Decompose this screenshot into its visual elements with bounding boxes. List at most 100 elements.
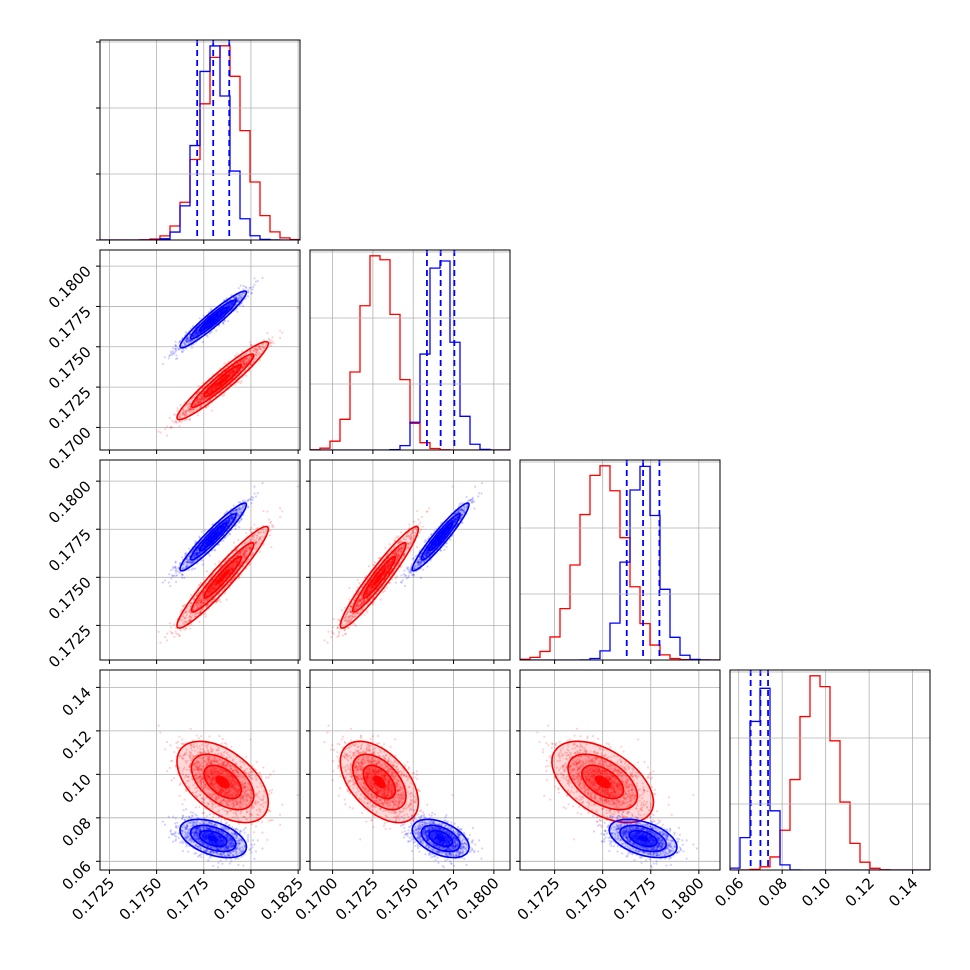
scatter-point-blue xyxy=(205,323,208,326)
scatter-point-blue xyxy=(228,306,231,309)
scatter-point-red xyxy=(255,350,258,353)
scatter-point-blue xyxy=(179,561,182,565)
scatter-point-red xyxy=(178,420,181,423)
scatter-point-blue xyxy=(204,325,207,328)
scatter-point-blue xyxy=(204,324,207,328)
scatter-point-red xyxy=(232,368,235,372)
scatter-point-red xyxy=(206,392,209,395)
scatter-point-blue xyxy=(236,310,239,313)
scatter-point-blue xyxy=(232,300,235,304)
scatter-point-red xyxy=(210,390,213,393)
scatter-point-red xyxy=(233,371,236,374)
scatter-point-blue xyxy=(191,335,194,338)
scatter-point-red xyxy=(237,381,241,384)
scatter-point-red xyxy=(210,388,213,391)
scatter-point-blue xyxy=(222,539,225,542)
scatter-point-red xyxy=(243,363,246,366)
scatter-point-red xyxy=(195,403,199,406)
scatter-point-red xyxy=(207,391,210,395)
scatter-point-red xyxy=(178,415,181,418)
scatter-point-red xyxy=(197,398,200,401)
scatter-point-blue xyxy=(176,357,179,360)
scatter-point-blue xyxy=(167,357,170,360)
scatter-point-red xyxy=(208,390,211,393)
scatter-point-red xyxy=(214,387,217,390)
scatter-point-red xyxy=(245,360,248,364)
scatter-point-blue xyxy=(172,350,175,353)
scatter-point-blue xyxy=(236,300,239,303)
scatter-point-red xyxy=(179,416,182,419)
scatter-point-red xyxy=(188,407,191,411)
scatter-point-blue xyxy=(186,340,189,344)
scatter-point-red xyxy=(209,387,213,391)
scatter-point-red xyxy=(174,419,177,423)
scatter-point-red xyxy=(258,352,261,356)
scatter-point-blue xyxy=(227,305,230,309)
scatter-point-blue xyxy=(226,305,229,308)
scatter-point-blue xyxy=(228,303,231,306)
scatter-point-red xyxy=(268,341,272,344)
scatter-point-blue xyxy=(230,302,233,305)
scatter-point-red xyxy=(210,387,213,390)
panel-hist-0 xyxy=(96,39,301,244)
scatter-point-red xyxy=(170,426,173,429)
scatter-point-red xyxy=(187,405,190,408)
scatter-point-blue xyxy=(231,301,235,305)
scatter-point-blue xyxy=(174,344,177,347)
scatter-point-red xyxy=(255,357,258,360)
scatter-point-blue xyxy=(194,338,197,341)
scatter-point-red xyxy=(204,615,207,618)
scatter-point-red xyxy=(187,409,190,412)
scatter-point-blue xyxy=(231,301,234,304)
scatter-point-red xyxy=(181,413,184,416)
scatter-point-red xyxy=(198,400,201,403)
scatter-point-red xyxy=(196,401,200,404)
scatter-point-blue xyxy=(222,321,225,324)
scatter-point-blue xyxy=(174,345,178,348)
scatter-point-red xyxy=(179,629,182,632)
scatter-point-blue xyxy=(185,341,188,344)
scatter-point-red xyxy=(245,360,248,363)
scatter-point-red xyxy=(193,404,197,407)
scatter-point-red xyxy=(194,403,197,406)
scatter-point-blue xyxy=(244,285,247,289)
scatter-point-red xyxy=(187,408,190,411)
scatter-point-red xyxy=(231,369,234,372)
scatter-point-blue xyxy=(227,305,230,308)
scatter-point-blue xyxy=(170,353,174,357)
scatter-point-red xyxy=(186,403,189,406)
scatter-point-blue xyxy=(227,305,231,309)
scatter-point-blue xyxy=(237,300,241,303)
scatter-point-red xyxy=(172,413,176,416)
scatter-point-red xyxy=(235,367,238,370)
scatter-point-blue xyxy=(206,323,210,327)
scatter-point-red xyxy=(230,369,234,373)
scatter-point-blue xyxy=(220,312,223,315)
scatter-point-red xyxy=(168,622,171,625)
scatter-point-red xyxy=(207,404,210,408)
scatter-point-red xyxy=(175,632,178,635)
scatter-point-red xyxy=(238,356,242,359)
scatter-point-red xyxy=(242,358,245,361)
scatter-point-red xyxy=(191,407,195,411)
scatter-point-blue xyxy=(190,339,193,342)
scatter-point-blue xyxy=(199,331,203,334)
scatter-point-blue xyxy=(229,305,232,308)
scatter-point-red xyxy=(186,410,189,413)
scatter-point-blue xyxy=(185,338,188,342)
scatter-point-blue xyxy=(206,323,209,326)
scatter-point-blue xyxy=(220,312,223,315)
scatter-point-blue xyxy=(200,530,203,533)
scatter-point-red xyxy=(200,395,203,398)
scatter-point-red xyxy=(241,360,245,363)
scatter-point-red xyxy=(178,425,181,428)
y-tick-label: 0.1700 xyxy=(45,424,95,474)
scatter-point-blue xyxy=(186,336,189,339)
scatter-point-blue xyxy=(174,343,177,347)
scatter-point-red xyxy=(260,348,263,351)
panel-hist-1 xyxy=(309,249,511,454)
scatter-point-red xyxy=(248,359,251,362)
scatter-point-blue xyxy=(198,332,201,335)
scatter-point-red xyxy=(254,357,257,360)
